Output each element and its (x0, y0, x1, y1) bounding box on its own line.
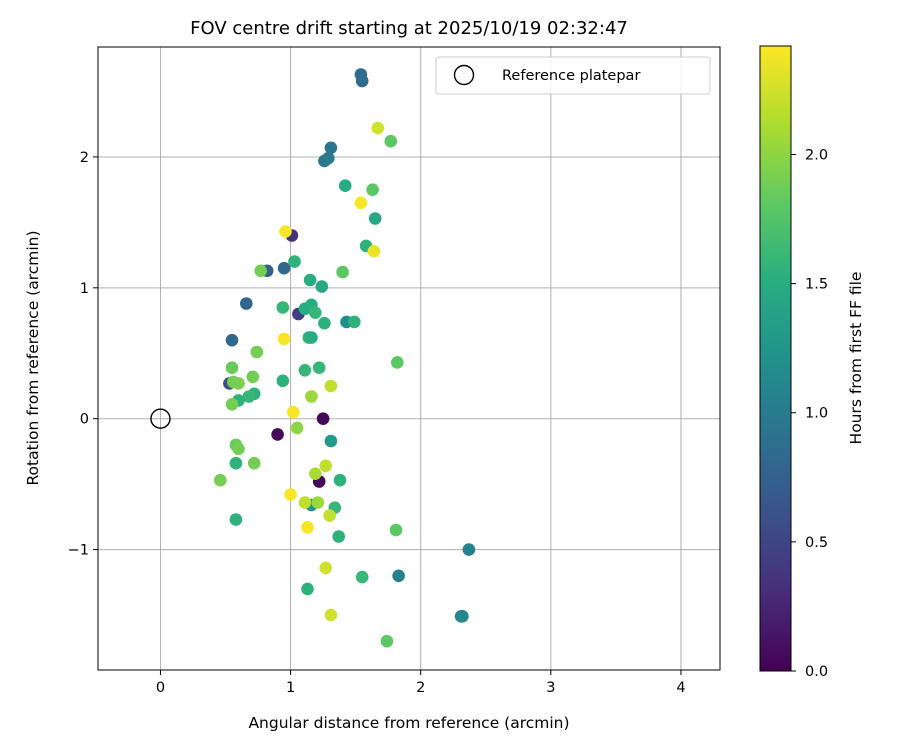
scatter-point (309, 306, 322, 320)
scatter-point (290, 421, 304, 435)
scatter-point (366, 183, 379, 196)
scatter-point (332, 530, 346, 543)
scatter-point (324, 141, 338, 155)
scatter-point (324, 434, 338, 448)
scatter-point (389, 523, 403, 537)
scatter-point (333, 473, 347, 487)
y-tick-label: −1 (68, 543, 89, 559)
scatter-point (286, 405, 300, 419)
scatter-point (298, 364, 312, 377)
colorbar-tick-label: 0.0 (805, 664, 828, 680)
grid (98, 47, 720, 670)
scatter-point (303, 273, 317, 287)
y-tick-label: 2 (80, 150, 89, 166)
scatter-point (276, 374, 290, 388)
scatter-point (277, 261, 291, 275)
y-axis-ticks: −1 0 1 2 (68, 150, 98, 559)
scatter-point (298, 496, 312, 509)
scatter-point (227, 375, 240, 389)
scatter-point (371, 121, 385, 135)
scatter-point (229, 513, 243, 526)
scatter-point (254, 264, 267, 278)
scatter-point (214, 473, 227, 487)
colorbar-ticks: 0.0 0.5 1.0 1.5 2.0 (791, 147, 828, 680)
scatter-point (391, 356, 404, 369)
y-tick-label: 1 (80, 281, 89, 297)
scatter-point (324, 608, 338, 622)
scatter-point (298, 302, 312, 316)
colorbar (759, 45, 792, 672)
scatter-point (250, 345, 264, 359)
scatter-point (225, 361, 239, 375)
scatter-point (380, 634, 394, 648)
scatter-point (305, 331, 318, 344)
scatter-point (271, 428, 284, 441)
plot-frame (97, 46, 721, 671)
scatter-point (319, 561, 333, 575)
scatter-point (348, 315, 361, 329)
colorbar-tick-label: 0.5 (805, 535, 828, 551)
scatter-point (384, 134, 398, 148)
scatter-point (301, 521, 314, 534)
scatter-point (338, 179, 352, 192)
scatter-point (225, 333, 239, 347)
colorbar-tick-label: 2.0 (805, 147, 828, 163)
scatter-point (229, 456, 243, 470)
scatter-point (247, 456, 261, 470)
scatter-point (323, 509, 336, 522)
x-tick-label: 3 (546, 680, 555, 696)
x-axis-ticks: 0 1 2 3 4 (156, 670, 686, 696)
scatter-point (324, 379, 338, 393)
reference-point-marker (150, 408, 171, 429)
scatter-point (355, 570, 369, 584)
x-tick-label: 1 (286, 680, 295, 696)
scatter-point (232, 442, 245, 456)
scatter-point (354, 196, 368, 210)
scatter-point (225, 398, 239, 411)
legend-marker (453, 64, 475, 86)
scatter-point (242, 390, 256, 403)
scatter-point (368, 212, 382, 225)
scatter-point (276, 301, 290, 314)
colorbar-label: Hours from first FF file (847, 272, 865, 445)
colorbar-tick-label: 1.0 (805, 406, 828, 422)
legend-box (435, 56, 711, 95)
scatter-point (319, 459, 333, 473)
scatter-point (246, 370, 260, 384)
chart-title: FOV centre drift starting at 2025/10/19 … (190, 18, 628, 39)
scatter-point (305, 390, 318, 403)
scatter-point (392, 569, 405, 583)
scatter-point (315, 280, 329, 293)
scatter-point (309, 467, 322, 481)
legend-label: Reference platepar (502, 68, 640, 84)
scatter-point (462, 543, 476, 556)
x-axis-label: Angular distance from reference (arcmin) (248, 714, 569, 732)
scatter-point (240, 297, 253, 310)
colorbar-tick-label: 1.5 (805, 277, 828, 293)
scatter-point (316, 412, 330, 426)
scatter-point (279, 225, 292, 238)
x-tick-label: 4 (676, 680, 685, 696)
y-tick-label: 0 (80, 412, 89, 428)
scatter-point (456, 610, 469, 623)
scatter-point (288, 255, 301, 268)
x-tick-label: 0 (156, 680, 165, 696)
scatter-point (367, 244, 381, 258)
scatter-point (318, 316, 331, 330)
data-points (214, 68, 476, 648)
scatter-point (322, 151, 335, 165)
scatter-point (277, 332, 291, 346)
scatter-point (301, 582, 314, 596)
scatter-point (284, 488, 297, 501)
legend: Reference platepar (435, 56, 711, 95)
scatter-point (336, 265, 349, 279)
scatter-point (312, 361, 326, 375)
x-tick-label: 2 (416, 680, 425, 696)
scatter-point (311, 496, 325, 509)
y-axis-label: Rotation from reference (arcmin) (24, 230, 42, 485)
scatter-point (355, 74, 369, 88)
